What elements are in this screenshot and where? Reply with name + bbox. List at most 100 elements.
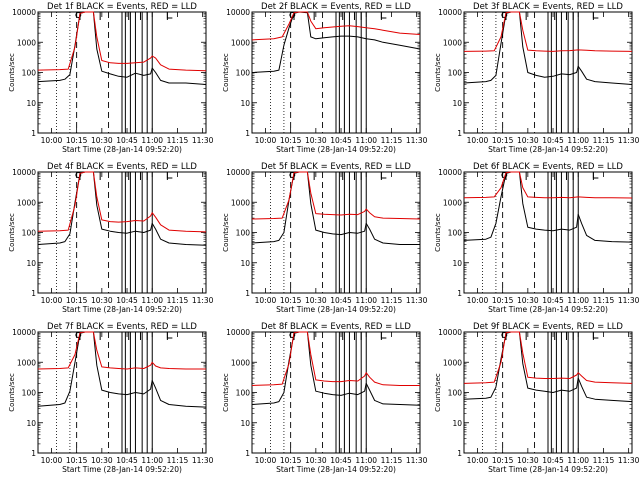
x-tick-label: 10:45 — [330, 296, 352, 305]
y-axis-label: Counts/sec — [222, 213, 230, 252]
lld-line — [37, 11, 207, 72]
x-tick-label: 11:15 — [167, 296, 189, 305]
top-marker-step — [166, 12, 173, 19]
chart-title-9: Det 9f BLACK = Events, RED = LLD — [473, 322, 623, 332]
lld-line — [463, 171, 633, 199]
x-tick-label: 11:30 — [618, 296, 640, 305]
x-tick-label: 10:45 — [330, 136, 352, 145]
top-marker-step — [380, 12, 387, 19]
x-tick-label: 11:00 — [355, 296, 377, 305]
x-tick-label: 10:00 — [255, 296, 277, 305]
x-tick-label: 11:00 — [567, 456, 589, 465]
y-tick-label: 10000 — [438, 328, 462, 337]
lld-line — [463, 11, 633, 52]
x-tick-label: 10:45 — [116, 136, 138, 145]
lld-line — [251, 11, 421, 41]
x-tick-label: 11:30 — [192, 136, 214, 145]
chart-title-8: Det 8f BLACK = Events, RED = LLD — [261, 322, 411, 332]
x-tick-label: 11:15 — [593, 296, 615, 305]
events-line — [251, 11, 421, 73]
x-tick-label: 10:45 — [542, 296, 564, 305]
y-tick-label: 10000 — [438, 168, 462, 177]
x-axis-label: Start Time (28-Jan-14 09:52:20) — [62, 305, 182, 314]
y-tick-label: 100 — [448, 69, 463, 78]
chart-panel-8: Det 8f BLACK = Events, RED = LLD 1 10 100 10… — [222, 322, 428, 474]
y-axis-label: Counts/sec — [434, 373, 442, 412]
y-tick-label: 10000 — [12, 328, 36, 337]
top-marker-circle — [501, 12, 508, 18]
y-tick-label: 100 — [236, 389, 251, 398]
y-axis-label: Counts/sec — [222, 373, 230, 412]
x-tick-label: 10:30 — [305, 296, 327, 305]
top-marker-step — [592, 12, 599, 19]
x-tick-label: 10:15 — [280, 136, 302, 145]
x-tick-label: 11:00 — [567, 136, 589, 145]
y-tick-label: 1 — [31, 289, 36, 298]
x-tick-label: 10:00 — [41, 456, 63, 465]
top-marker-step — [380, 332, 387, 339]
x-axis-label: Start Time (28-Jan-14 09:52:20) — [276, 305, 396, 314]
y-tick-label: 10 — [26, 259, 36, 268]
y-tick-label: 100 — [22, 389, 37, 398]
y-tick-label: 100 — [236, 229, 251, 238]
y-tick-label: 10000 — [226, 168, 250, 177]
x-tick-label: 10:30 — [91, 456, 113, 465]
x-tick-label: 11:30 — [406, 136, 428, 145]
chart-title-5: Det 5f BLACK = Events, RED = LLD — [261, 162, 411, 172]
chart-panel-5: Det 5f BLACK = Events, RED = LLD 1 10 100 10… — [222, 162, 428, 314]
chart-panel-6: Det 6f BLACK = Events, RED = LLD 1 10 100 10… — [434, 162, 640, 314]
y-tick-label: 10000 — [438, 8, 462, 17]
events-line — [251, 331, 421, 406]
x-tick-label: 10:45 — [116, 296, 138, 305]
x-tick-label: 11:00 — [141, 456, 163, 465]
y-tick-label: 10 — [240, 259, 250, 268]
x-tick-label: 10:00 — [467, 136, 489, 145]
lld-line — [463, 331, 633, 384]
top-marker-step — [592, 332, 599, 339]
y-tick-label: 1 — [245, 449, 250, 458]
events-line — [37, 171, 207, 246]
y-tick-label: 1000 — [231, 358, 250, 367]
y-tick-label: 1 — [457, 449, 462, 458]
events-line — [463, 331, 633, 403]
x-axis-label: Start Time (28-Jan-14 09:52:20) — [488, 305, 608, 314]
x-tick-label: 10:00 — [467, 456, 489, 465]
y-axis-label: Counts/sec — [434, 53, 442, 92]
x-tick-label: 10:45 — [542, 456, 564, 465]
y-tick-label: 10 — [452, 259, 462, 268]
x-tick-label: 10:30 — [305, 136, 327, 145]
x-axis-label: Start Time (28-Jan-14 09:52:20) — [62, 465, 182, 474]
x-tick-label: 11:30 — [192, 296, 214, 305]
x-tick-label: 10:15 — [280, 456, 302, 465]
top-marker-circle — [75, 332, 82, 338]
y-tick-label: 10 — [26, 419, 36, 428]
y-tick-label: 1000 — [17, 198, 36, 207]
y-tick-label: 1 — [457, 129, 462, 138]
x-tick-label: 10:45 — [542, 136, 564, 145]
x-tick-label: 10:15 — [492, 456, 514, 465]
x-tick-label: 11:15 — [381, 296, 403, 305]
lld-line — [37, 171, 207, 233]
x-tick-label: 10:30 — [517, 456, 539, 465]
y-tick-label: 1000 — [17, 358, 36, 367]
y-tick-label: 100 — [236, 69, 251, 78]
x-tick-label: 10:30 — [517, 296, 539, 305]
lld-line — [37, 331, 206, 370]
x-axis-label: Start Time (28-Jan-14 09:52:20) — [62, 145, 182, 154]
y-tick-label: 10 — [26, 99, 36, 108]
chart-panel-9: Det 9f BLACK = Events, RED = LLD 1 10 100 10… — [434, 322, 640, 474]
x-tick-label: 10:45 — [330, 456, 352, 465]
x-tick-label: 11:15 — [167, 456, 189, 465]
y-axis-label: Counts/sec — [434, 213, 442, 252]
top-marker-circle — [501, 332, 508, 338]
x-tick-label: 11:15 — [167, 136, 189, 145]
x-tick-label: 10:45 — [116, 456, 138, 465]
x-tick-label: 11:00 — [355, 136, 377, 145]
lld-line — [251, 171, 421, 220]
x-tick-label: 11:15 — [593, 456, 615, 465]
y-tick-label: 1 — [31, 449, 36, 458]
events-line — [37, 331, 207, 408]
x-tick-label: 11:30 — [618, 136, 640, 145]
top-marker-circle — [289, 172, 296, 178]
